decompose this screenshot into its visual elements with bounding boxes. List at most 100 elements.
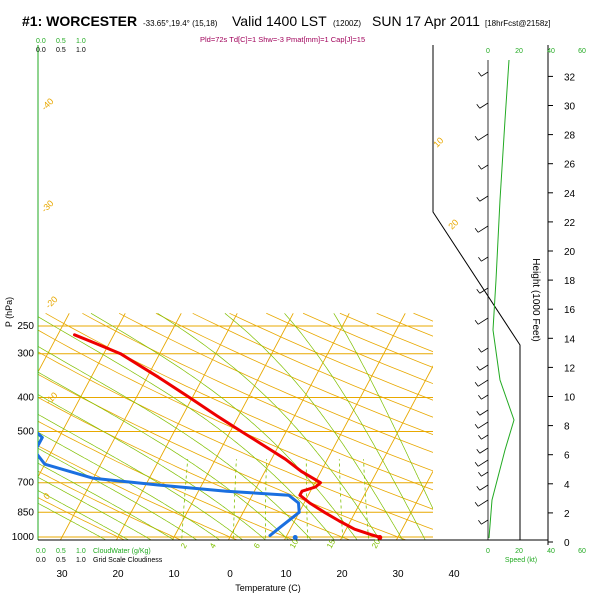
- wind-barb: [479, 484, 489, 491]
- dry-adiabat-line: [487, 313, 600, 544]
- moist-adiabat-line: [38, 316, 335, 540]
- wind-barb-flag: [476, 449, 481, 454]
- wind-speed-trace: [488, 59, 515, 539]
- wind-barb-column: [474, 59, 515, 540]
- dry-adiabat-line: [38, 420, 295, 540]
- pressure-tick-label: 1000: [12, 532, 35, 543]
- wind-barb-flag: [476, 411, 481, 416]
- dewpoint-line: [38, 431, 301, 537]
- moist-adiabat-line: [333, 313, 433, 510]
- chart-title: #1: WORCESTER: [22, 13, 137, 29]
- pressure-tick-label: 300: [17, 349, 34, 360]
- top-scale-label: 0.0: [36, 38, 46, 45]
- legend-cloudwater-label: CloudWater (g/Kg): [93, 548, 151, 555]
- wind-barb-flag: [474, 462, 479, 467]
- wind-barb: [477, 225, 489, 233]
- isotherm-label: 0: [41, 491, 52, 502]
- height-tick-label: 26: [564, 160, 576, 171]
- legend-cloudwater: 0.0: [36, 548, 46, 555]
- moist-adiabat-line: [38, 371, 290, 540]
- legend-cloudiness: 1.0: [76, 557, 86, 564]
- wind-bottom-label: 20: [515, 548, 523, 555]
- moist-adiabat-line: [38, 502, 107, 540]
- wind-barb: [479, 287, 489, 294]
- mixing-ratio-label: 2: [179, 541, 189, 550]
- moist-adiabat-line: [284, 313, 426, 540]
- wind-barb: [481, 471, 489, 477]
- chart-valid-utc: (1200Z): [333, 19, 361, 28]
- legend-cloudwater: 1.0: [76, 548, 86, 555]
- wind-barb: [479, 195, 489, 202]
- isotherm-line: [395, 470, 433, 540]
- dry-adiabat-line: [229, 312, 433, 401]
- surface-temperature-marker: [377, 534, 383, 540]
- top-scale-label: 0.0: [36, 47, 46, 54]
- height-tick-label: 24: [564, 189, 576, 200]
- chart-forecast: [18hrFcst@2158z]: [485, 19, 550, 28]
- dry-adiabat-line: [155, 312, 433, 436]
- isotherm-line: [38, 313, 70, 373]
- wind-barb-flag: [478, 394, 482, 400]
- dry-adiabat-line: [38, 329, 433, 510]
- height-tick-label: 22: [564, 218, 576, 229]
- height-tick-label: 6: [564, 451, 570, 462]
- wind-bottom-label: 60: [578, 548, 586, 555]
- dry-adiabat-line: [38, 497, 126, 540]
- temperature-tick-label: 20: [112, 569, 124, 580]
- wind-barb-flag: [478, 164, 482, 170]
- height-tick-label: 20: [564, 247, 576, 258]
- height-tick-label: 16: [564, 305, 576, 316]
- wind-barb-flag: [478, 471, 482, 477]
- top-left-scale: 0.0 0.5 1.0 0.0 0.5 1.0: [36, 38, 86, 54]
- dry-adiabat-line: [45, 312, 433, 491]
- temperature-tick-label: 10: [168, 569, 180, 580]
- wind-barb-flag: [474, 502, 479, 507]
- wind-barb-flag: [476, 289, 481, 294]
- isotherm-line: [0, 313, 13, 544]
- wind-barb-flag: [474, 424, 479, 429]
- moist-adiabat-line: [38, 462, 175, 540]
- top-scale-label: 1.0: [76, 47, 86, 54]
- wind-barb: [477, 133, 489, 141]
- dry-adiabat-line: [38, 470, 182, 540]
- moist-adiabat-line: [38, 414, 244, 540]
- height-tick-label: 8: [564, 422, 570, 433]
- y-axis-label: P (hPa): [4, 297, 14, 327]
- pressure-tick-label: 400: [17, 393, 34, 404]
- legend-cloudwater: 0.5: [56, 548, 66, 555]
- dry-adiabat-line: [339, 312, 433, 353]
- mixing-ratio-label: 4: [208, 541, 218, 550]
- pressure-tick-label: 700: [17, 478, 34, 489]
- wind-barb-flag: [474, 228, 479, 233]
- mixing-ratio-line: [181, 459, 189, 540]
- top-scale-label: 0.5: [56, 47, 66, 54]
- wind-barb-flag: [478, 434, 482, 440]
- wind-barb: [479, 447, 489, 454]
- isotherm-line: [227, 313, 350, 540]
- dry-adiabat-line: [302, 312, 433, 368]
- legend-cloudiness: 0.5: [56, 557, 66, 564]
- moist-adiabat-line: [38, 345, 312, 540]
- temperature-tick-label: 30: [392, 569, 404, 580]
- wind-top-label: 40: [547, 48, 555, 55]
- dry-adiabat-line: [82, 312, 433, 472]
- wind-barb-flag: [478, 519, 482, 525]
- chart-coords: -33.65°,19.4° (15,18): [143, 19, 218, 28]
- wind-barb: [481, 394, 489, 400]
- wind-barb-flag: [476, 197, 481, 202]
- wind-barb: [481, 434, 489, 440]
- wind-barb-flag: [474, 320, 479, 325]
- dry-adiabat-line: [524, 313, 600, 544]
- height-tick-label: 12: [564, 363, 576, 374]
- chart-indices: Pld=72s Td[C]=1 Shw=-3 Pmat[mm]=1 Cap[J]…: [200, 35, 365, 44]
- temperature-tick-label: 20: [336, 569, 348, 580]
- wind-barb: [481, 71, 489, 77]
- chart-date: SUN 17 Apr 2011: [372, 13, 480, 29]
- isotherm-label: -30: [39, 198, 55, 214]
- wind-top-label: 0: [486, 48, 490, 55]
- temperature-tick-label: 30: [56, 569, 68, 580]
- moist-adiabat-line: [224, 313, 404, 540]
- height-axis-label: Height (1000 Feet): [530, 258, 541, 341]
- dry-adiabat-line: [38, 445, 239, 540]
